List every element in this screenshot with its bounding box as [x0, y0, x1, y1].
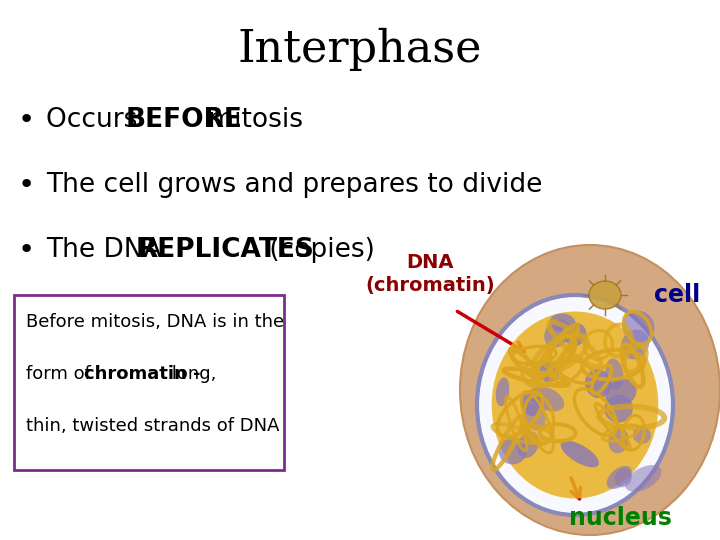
Ellipse shape [585, 369, 611, 398]
Text: mitosis: mitosis [200, 107, 303, 133]
Ellipse shape [477, 295, 673, 515]
Text: thin, twisted strands of DNA: thin, twisted strands of DNA [26, 417, 279, 435]
Text: nucleus: nucleus [569, 506, 672, 530]
Ellipse shape [615, 468, 632, 488]
Ellipse shape [633, 427, 651, 444]
Text: REPLICATES: REPLICATES [138, 237, 314, 263]
Text: chromatin -: chromatin - [84, 365, 200, 383]
Text: (copies): (copies) [261, 237, 374, 263]
Ellipse shape [606, 359, 624, 390]
Ellipse shape [539, 362, 559, 382]
Text: •: • [18, 106, 35, 134]
Text: •: • [18, 171, 35, 199]
Ellipse shape [606, 379, 636, 407]
Ellipse shape [523, 404, 546, 430]
Text: The DNA: The DNA [46, 237, 170, 263]
Ellipse shape [608, 428, 629, 453]
Text: DNA
(chromatin): DNA (chromatin) [365, 253, 495, 295]
Bar [14, 295, 284, 470]
Text: form of: form of [26, 365, 96, 383]
Text: cell: cell [654, 283, 700, 307]
Ellipse shape [492, 312, 658, 498]
Ellipse shape [564, 323, 586, 346]
Text: long,: long, [166, 365, 217, 383]
Ellipse shape [622, 310, 654, 342]
Ellipse shape [604, 395, 633, 423]
Text: BEFORE: BEFORE [126, 107, 243, 133]
Ellipse shape [530, 387, 564, 411]
Text: Before mitosis, DNA is in the: Before mitosis, DNA is in the [26, 313, 284, 331]
Ellipse shape [498, 438, 527, 464]
Ellipse shape [549, 313, 575, 332]
Ellipse shape [625, 465, 662, 492]
Text: •: • [18, 236, 35, 264]
Ellipse shape [589, 281, 621, 309]
Ellipse shape [544, 319, 571, 347]
Text: The cell grows and prepares to divide: The cell grows and prepares to divide [46, 172, 542, 198]
Ellipse shape [607, 466, 631, 489]
Text: Occurs: Occurs [46, 107, 145, 133]
Ellipse shape [561, 441, 599, 467]
Ellipse shape [517, 431, 539, 458]
Ellipse shape [460, 245, 720, 535]
Ellipse shape [521, 390, 543, 416]
Ellipse shape [496, 377, 509, 406]
Ellipse shape [621, 329, 649, 359]
Text: Interphase: Interphase [238, 28, 482, 71]
